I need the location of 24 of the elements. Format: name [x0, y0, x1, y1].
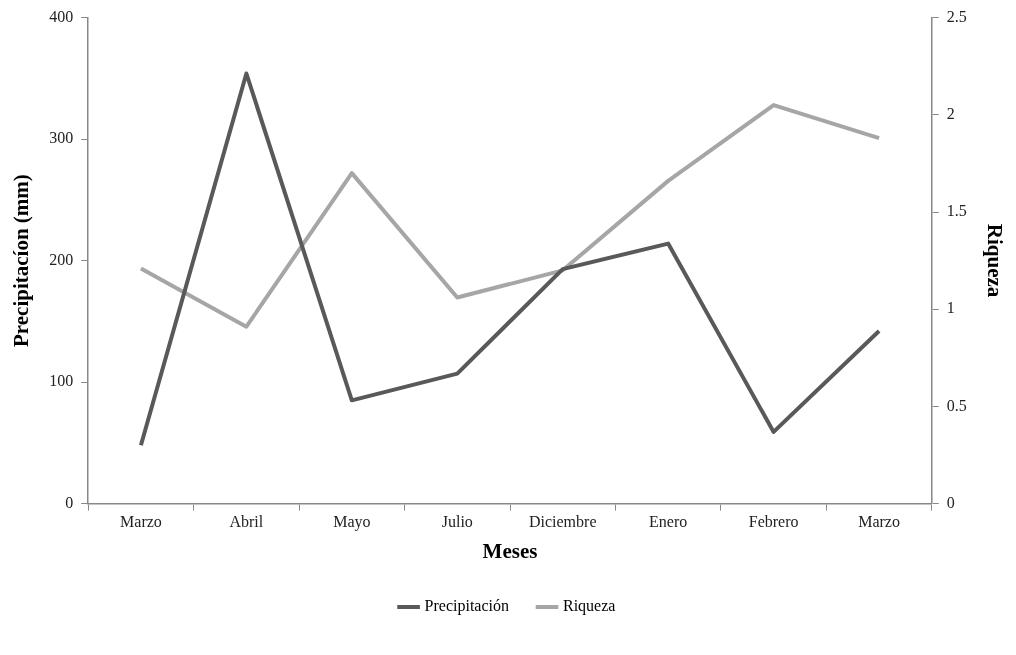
y-tick-label: 200 [49, 250, 74, 268]
y2-tick-label: 2.5 [946, 7, 967, 25]
y2-axis-title: Riqueza [982, 223, 1007, 298]
x-tick-label: Mayo [333, 513, 371, 532]
y-tick-label: 100 [49, 372, 74, 390]
y2-tick-label: 0 [946, 493, 955, 511]
y-tick-label: 300 [49, 129, 74, 147]
y2-tick-label: 1 [946, 299, 955, 317]
x-tick-label: Febrero [748, 513, 799, 531]
y-tick-label: 400 [49, 7, 74, 25]
legend-label: Precipitación [424, 597, 509, 616]
x-tick-label: Enero [649, 513, 688, 531]
x-tick-label: Diciembre [528, 513, 597, 531]
x-tick-label: Julio [441, 513, 473, 531]
x-tick-label: Marzo [858, 513, 900, 531]
y-axis-title: Precipitacíon (mm) [9, 174, 34, 348]
y2-tick-label: 1.5 [946, 202, 967, 220]
legend-label: Riqueza [563, 597, 616, 616]
x-tick-label: Abril [229, 513, 264, 531]
x-tick-label: Marzo [120, 513, 162, 531]
y2-tick-label: 2 [946, 105, 955, 122]
y2-tick-label: 0.5 [946, 396, 967, 414]
x-axis-title: Meses [482, 538, 538, 563]
y-tick-label: 0 [65, 493, 74, 511]
